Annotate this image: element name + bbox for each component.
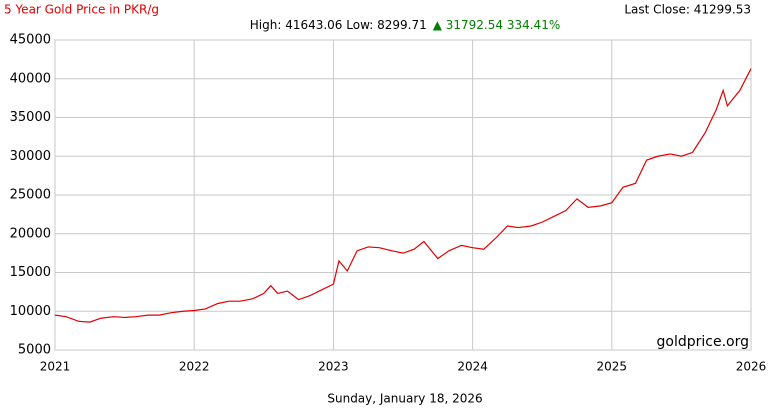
x-tick-label: 2026 — [736, 360, 767, 374]
y-tick-label: 10000 — [10, 304, 51, 319]
change: ▲ 31792.54 334.41% — [433, 18, 561, 32]
y-tick-label: 35000 — [10, 110, 51, 125]
y-tick-label: 5000 — [18, 343, 51, 358]
stats: High: 41643.06 Low: 8299.71 — [250, 18, 427, 32]
y-tick-label: 40000 — [10, 71, 51, 86]
y-tick-label: 45000 — [10, 33, 51, 48]
y-tick-label: 15000 — [10, 265, 51, 280]
y-tick-label: 20000 — [10, 226, 51, 241]
x-tick-label: 2024 — [457, 360, 488, 374]
price-line — [54, 68, 752, 323]
x-tick-label: 2021 — [40, 360, 71, 374]
x-tick-label: 2022 — [179, 360, 210, 374]
x-axis-label: Sunday, January 18, 2026 — [327, 392, 482, 406]
y-tick-label: 30000 — [10, 149, 51, 164]
chart-title: 5 Year Gold Price in PKR/g — [4, 3, 159, 17]
x-tick-label: 2023 — [318, 360, 349, 374]
last-close: Last Close: 41299.53 — [624, 3, 751, 17]
source-label: goldprice.org — [657, 334, 749, 350]
y-tick-label: 25000 — [10, 188, 51, 203]
x-tick-label: 2025 — [597, 360, 628, 374]
stats-line: High: 41643.06 Low: 8299.71 ▲ 31792.54 33… — [250, 18, 560, 32]
